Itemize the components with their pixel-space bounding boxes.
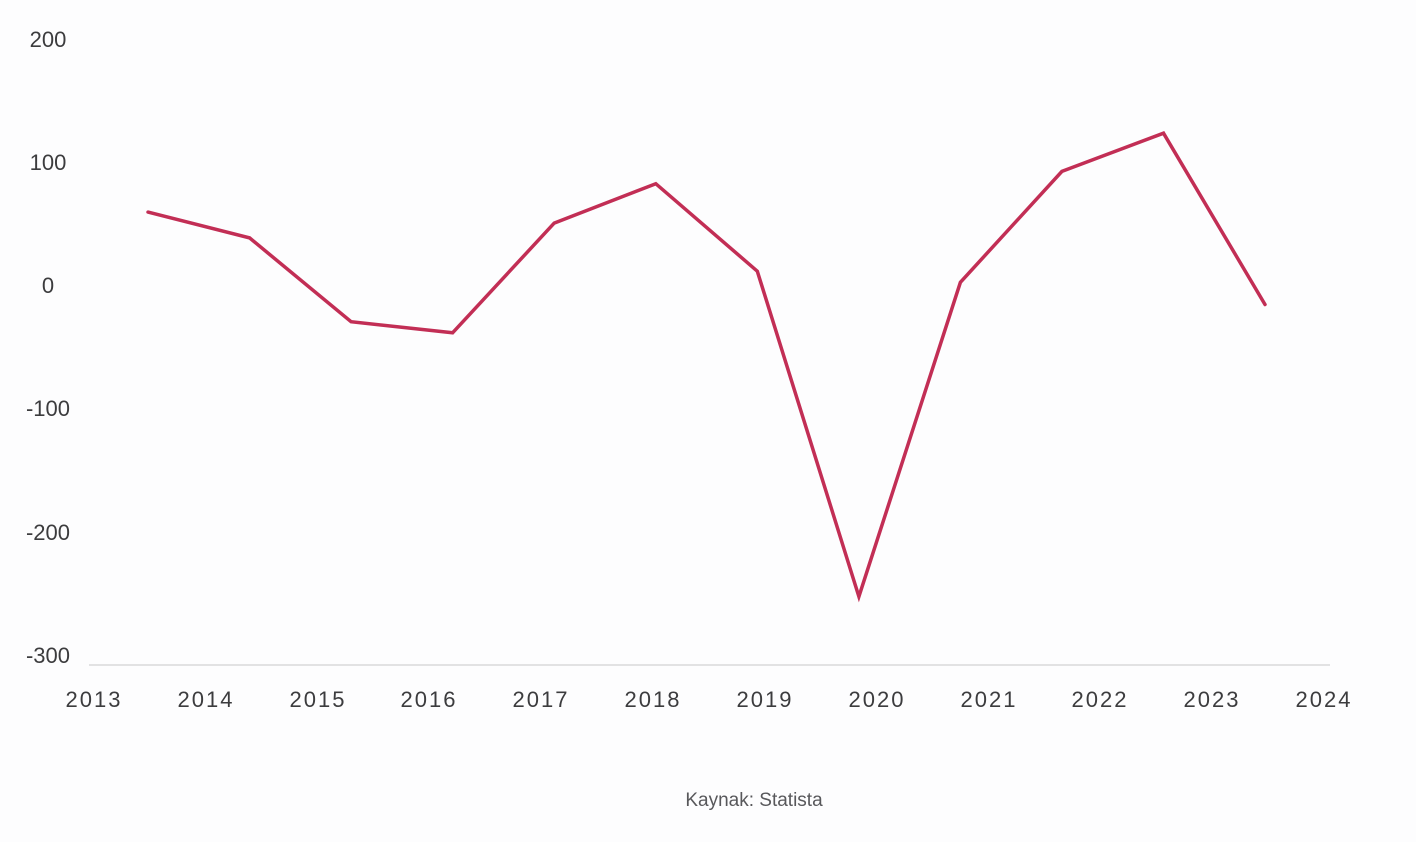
y-tick-label: 0 — [41, 273, 55, 298]
x-tick-label: 2021 — [960, 687, 1018, 712]
x-tick-label: 2016 — [400, 687, 458, 712]
x-tick-label: 2013 — [65, 687, 123, 712]
x-tick-label: 2019 — [736, 687, 794, 712]
x-tick-label: 2017 — [512, 687, 570, 712]
x-tick-label: 2023 — [1183, 687, 1241, 712]
y-tick-label: -200 — [25, 520, 71, 545]
x-tick-label: 2014 — [177, 687, 235, 712]
x-tick-label: 2015 — [289, 687, 347, 712]
x-tick-label: 2020 — [848, 687, 906, 712]
y-tick-label: 100 — [29, 150, 67, 175]
x-tick-label: 2018 — [624, 687, 682, 712]
x-tick-label: 2022 — [1071, 687, 1129, 712]
y-tick-label: -300 — [25, 643, 71, 668]
y-tick-label: -100 — [25, 396, 71, 421]
y-tick-label: 200 — [29, 27, 67, 52]
source-note: Kaynak: Statista — [685, 790, 823, 811]
data-line — [146, 131, 1267, 603]
x-tick-label: 2024 — [1295, 687, 1353, 712]
